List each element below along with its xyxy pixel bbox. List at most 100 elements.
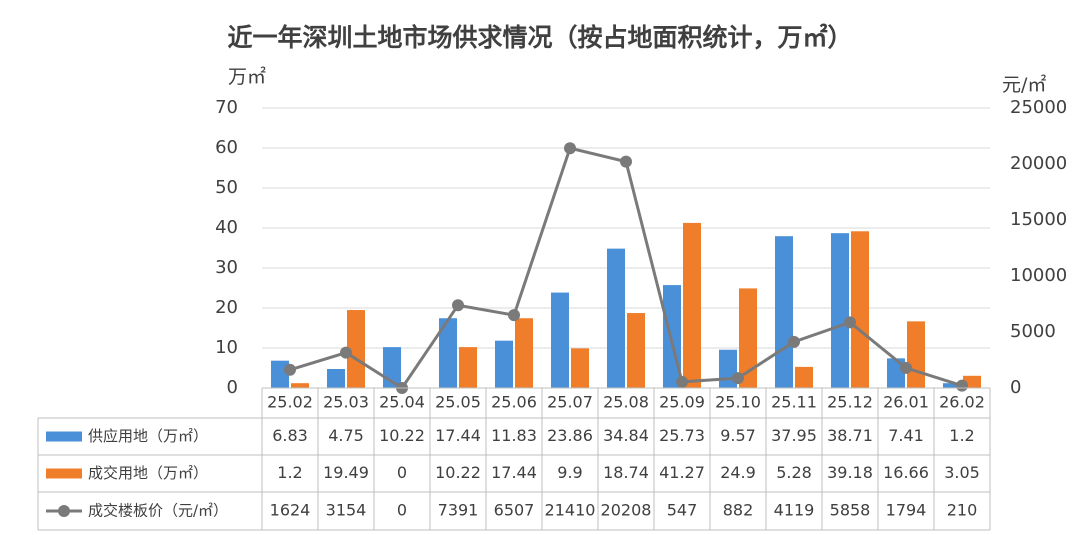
data-label: 25.73	[659, 426, 705, 445]
data-label: 9.9	[557, 463, 582, 482]
bar-deal	[907, 321, 925, 388]
data-label: 5858	[830, 501, 871, 520]
bar-supply	[439, 318, 457, 388]
left-axis-tick: 10	[215, 337, 238, 358]
data-label: 24.9	[720, 463, 756, 482]
data-label: 210	[947, 501, 978, 520]
data-label: 4119	[774, 501, 815, 520]
price-point	[564, 142, 576, 155]
bar-deal	[851, 231, 869, 388]
legend-swatch	[46, 468, 82, 479]
data-label: 6507	[494, 501, 535, 520]
category-label: 25.06	[491, 393, 537, 412]
data-label: 0	[397, 501, 407, 520]
bar-deal	[291, 383, 309, 388]
price-point	[340, 346, 352, 359]
bar-deal	[795, 366, 813, 388]
bar-deal	[571, 348, 589, 388]
right-axis-tick: 0	[1010, 377, 1021, 398]
data-label: 3154	[326, 501, 367, 520]
legend-label: 成交楼板价（元/㎡）	[88, 502, 228, 520]
data-label: 39.18	[827, 463, 873, 482]
data-label: 20208	[601, 501, 652, 520]
chart-title: 近一年深圳土地市场供求情况（按占地面积统计，万㎡）	[227, 23, 853, 52]
right-axis-tick: 15000	[1010, 209, 1067, 230]
price-point	[788, 335, 800, 348]
bar-supply	[943, 383, 961, 388]
bar-deal	[627, 313, 645, 388]
category-label: 25.10	[715, 393, 761, 412]
right-axis-unit: 元/㎡	[1002, 74, 1047, 96]
left-axis-unit: 万㎡	[228, 66, 267, 88]
right-axis-tick: 25000	[1010, 97, 1067, 118]
price-point	[900, 361, 912, 374]
data-label: 23.86	[547, 426, 593, 445]
price-point	[508, 309, 520, 322]
data-label: 34.84	[603, 426, 649, 445]
left-axis-tick: 70	[215, 97, 238, 118]
data-label: 10.22	[379, 426, 425, 445]
data-label: 1.2	[949, 426, 974, 445]
category-label: 25.07	[547, 393, 593, 412]
data-label: 4.75	[328, 426, 364, 445]
price-point	[676, 375, 688, 388]
left-axis-tick: 30	[215, 257, 238, 278]
price-point	[956, 379, 968, 392]
bar-supply	[831, 233, 849, 388]
category-label: 25.09	[659, 393, 705, 412]
left-axis-tick: 40	[215, 217, 238, 238]
category-label: 25.12	[827, 393, 873, 412]
data-label: 1794	[886, 501, 927, 520]
bar-supply	[887, 358, 905, 388]
price-point	[284, 363, 296, 376]
legend-label: 成交用地（万㎡）	[88, 464, 208, 482]
category-label: 25.02	[267, 393, 313, 412]
left-axis-tick: 60	[215, 137, 238, 158]
right-axis-tick: 5000	[1010, 321, 1056, 342]
data-label: 5.28	[776, 463, 812, 482]
bar-supply	[775, 236, 793, 388]
price-point	[620, 155, 632, 168]
bar-deal	[515, 318, 533, 388]
category-label: 25.04	[379, 393, 425, 412]
category-label: 25.05	[435, 393, 481, 412]
data-label: 6.83	[272, 426, 308, 445]
category-label: 25.11	[771, 393, 817, 412]
data-label: 0	[397, 463, 407, 482]
data-label: 7.41	[888, 426, 924, 445]
data-label: 38.71	[827, 426, 873, 445]
bar-deal	[683, 222, 701, 388]
bar-supply	[495, 340, 513, 388]
category-label: 26.01	[883, 393, 929, 412]
left-axis-tick: 20	[215, 297, 238, 318]
right-axis-tick: 10000	[1010, 265, 1067, 286]
data-label: 882	[723, 501, 754, 520]
data-label: 9.57	[720, 426, 756, 445]
data-label: 18.74	[603, 463, 649, 482]
data-label: 17.44	[491, 463, 537, 482]
data-label: 21410	[545, 501, 596, 520]
data-label: 547	[667, 501, 698, 520]
bar-supply	[327, 369, 345, 388]
price-point	[732, 372, 744, 385]
data-label: 16.66	[883, 463, 929, 482]
data-label: 1.2	[277, 463, 302, 482]
data-label: 11.83	[491, 426, 537, 445]
data-label: 17.44	[435, 426, 481, 445]
left-axis-tick: 50	[215, 177, 238, 198]
bar-deal	[459, 347, 477, 388]
data-label: 7391	[438, 501, 479, 520]
left-axis-tick: 0	[227, 377, 238, 398]
legend-swatch	[46, 431, 82, 442]
bar-deal	[739, 288, 757, 388]
bar-deal	[347, 310, 365, 388]
data-label: 1624	[270, 501, 311, 520]
price-point	[452, 299, 464, 312]
data-label: 37.95	[771, 426, 817, 445]
data-label: 3.05	[944, 463, 980, 482]
price-point	[844, 316, 856, 329]
data-label: 10.22	[435, 463, 481, 482]
data-label: 19.49	[323, 463, 369, 482]
category-label: 25.03	[323, 393, 369, 412]
